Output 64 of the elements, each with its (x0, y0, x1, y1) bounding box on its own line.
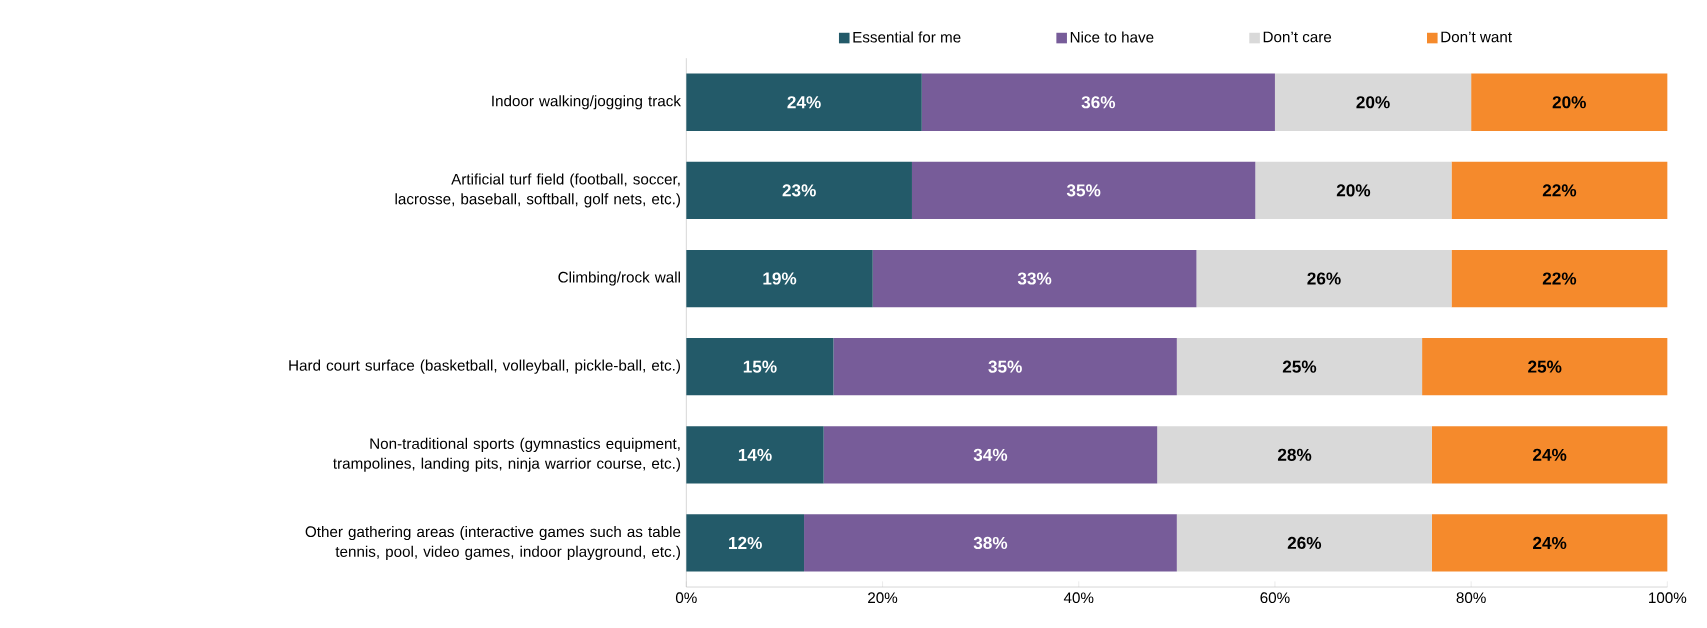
x-tick-label: 40% (1063, 592, 1094, 604)
data-label: 26% (1307, 272, 1341, 285)
data-label: 24% (787, 96, 821, 109)
x-tick-label: 0% (675, 592, 697, 604)
data-label: 38% (973, 536, 1008, 550)
bar (1274, 73, 1472, 131)
bar (686, 249, 873, 308)
bar (1176, 514, 1432, 572)
data-label: 35% (988, 360, 1022, 373)
data-label: 20% (1336, 184, 1371, 197)
data-label: 20% (1552, 96, 1586, 109)
x-tick-label: 20% (868, 592, 898, 604)
bar (872, 249, 1197, 308)
data-label: 12% (729, 536, 762, 549)
x-tick-label: 60% (1260, 592, 1290, 604)
y-tick-label: Other gathering areas (interactive games such as table tennis, pool, video games, indoor playground, etc.) (305, 525, 681, 560)
bar (1157, 426, 1432, 484)
data-label: 22% (1542, 184, 1577, 197)
bar (833, 338, 1177, 396)
data-label: 22% (1542, 272, 1577, 285)
bar (1176, 338, 1423, 396)
data-label: 25% (1282, 360, 1317, 373)
data-label: 19% (763, 272, 797, 285)
bar (686, 73, 922, 131)
bar (921, 73, 1275, 131)
bar (686, 514, 805, 572)
bar (686, 338, 834, 396)
y-tick-label: Artificial turf field (football, soccer, lacrosse, baseball, softball, golf nets, etc.) (395, 173, 681, 208)
data-label: 35% (1066, 184, 1101, 197)
data-label: 23% (782, 184, 816, 197)
data-label: 36% (1081, 96, 1116, 109)
y-tick-label: Indoor walking/jogging track (492, 95, 681, 110)
bar (1255, 161, 1452, 220)
data-label: 34% (973, 448, 1008, 461)
data-label: 33% (1017, 272, 1052, 285)
bar (1431, 514, 1668, 572)
data-label: 14% (738, 448, 772, 461)
data-label: 15% (743, 360, 777, 373)
x-tick-label: 100% (1649, 592, 1687, 604)
y-tick-label: Hard court surface (basketball, volleyball, pickle-ball, etc.) (289, 359, 680, 374)
legend-label: Nice to have (1070, 31, 1154, 43)
data-label: 24% (1533, 448, 1567, 461)
bar (1451, 249, 1668, 308)
legend-label: Don’t want (1441, 31, 1512, 43)
bar (1431, 426, 1668, 484)
bar (823, 426, 1158, 484)
bar (686, 161, 912, 220)
bar (686, 426, 824, 484)
x-tick-label: 80% (1456, 592, 1486, 604)
data-label: 28% (1277, 448, 1312, 461)
bar (1422, 338, 1668, 396)
data-label: 24% (1533, 536, 1567, 549)
bar (804, 514, 1177, 572)
legend-label: Essential for me (853, 31, 961, 43)
bar (911, 161, 1256, 220)
y-tick-label: Non-traditional sports (gymnastics equipment, trampolines, landing pits, ninja warrior course, etc.) (333, 437, 680, 472)
bar (1196, 249, 1452, 308)
data-label: 25% (1528, 360, 1562, 373)
y-tick-label: Climbing/rock wall (558, 271, 680, 286)
data-label: 20% (1356, 96, 1390, 109)
data-label: 26% (1287, 536, 1322, 550)
bar (1471, 73, 1668, 131)
bar (1451, 161, 1668, 220)
legend-label: Don’t care (1263, 31, 1332, 43)
